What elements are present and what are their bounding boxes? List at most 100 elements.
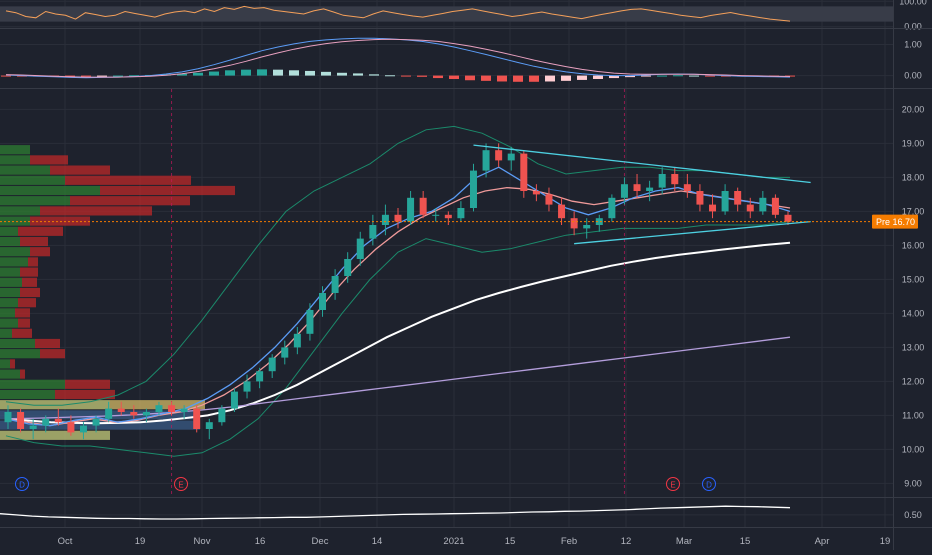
volume-profile-up-bar <box>0 175 65 185</box>
oscillator-y-tick-label: 0.00 <box>904 22 922 32</box>
macd-histogram-bar <box>129 75 139 77</box>
x-tick-label: 15 <box>505 536 516 547</box>
macd-histogram-bar <box>593 75 603 79</box>
candle-body <box>168 405 176 412</box>
volume-profile-up-bar <box>0 226 18 236</box>
x-tick-label: Apr <box>815 536 830 547</box>
macd-histogram-bar <box>97 75 107 77</box>
volume-profile-up-bar <box>0 389 55 400</box>
macd-histogram-bar <box>209 71 219 76</box>
candle-body <box>570 218 578 229</box>
volume-profile-down-bar <box>35 338 60 349</box>
macd-histogram-bar <box>497 75 507 82</box>
event-marker-label: E <box>670 481 675 490</box>
lower-indicator-line <box>0 505 791 520</box>
price-y-tick-label: 9.00 <box>904 478 922 488</box>
candle-body <box>520 153 528 191</box>
candle-body <box>268 357 276 372</box>
volume-profile-up-bar <box>0 216 30 226</box>
volume-profile-down-bar <box>70 196 190 206</box>
macd-histogram-bar <box>385 75 395 77</box>
price-y-tick-label: 17.00 <box>902 206 925 216</box>
candle-body <box>495 150 503 161</box>
volume-profile-up-bar <box>0 430 110 440</box>
macd-histogram-bar <box>289 70 299 76</box>
macd-histogram-bar <box>561 75 571 81</box>
macd-histogram-bar <box>689 75 699 77</box>
volume-profile-up-bar <box>0 359 10 369</box>
event-marker-dividend <box>15 477 29 491</box>
price-y-tick-label: 12.00 <box>902 376 925 386</box>
price-y-tick-label: 19.00 <box>902 138 925 148</box>
candle-body <box>419 197 427 215</box>
macd-histogram-bar <box>705 75 715 77</box>
price-y-tick-label: 11.00 <box>902 410 924 420</box>
volume-profile-up-bar <box>0 206 40 216</box>
x-tick-label: Dec <box>312 536 329 547</box>
macd-histogram-bar <box>193 72 203 76</box>
moving-average-line <box>5 186 791 427</box>
volume-profile-up-bar <box>0 236 20 247</box>
candle-body <box>683 184 691 191</box>
volume-profile-up-bar <box>0 379 65 389</box>
oscillator-line <box>5 5 791 22</box>
volume-profile-up-bar <box>0 165 50 175</box>
volume-profile-up-bar <box>0 257 28 267</box>
volume-profile-up-bar <box>0 308 15 318</box>
volume-profile-down-bar <box>40 349 65 359</box>
x-tick-label: 14 <box>372 536 383 547</box>
volume-profile-down-bar <box>100 185 235 196</box>
candle-body <box>482 150 490 171</box>
macd-histogram-bar <box>369 74 379 76</box>
volume-profile-down-bar <box>22 277 37 287</box>
volume-profile-up-bar <box>0 196 70 206</box>
macd-histogram-bar <box>545 75 555 82</box>
candle-body <box>256 371 264 382</box>
candle-body <box>381 214 389 225</box>
volume-profile-up-bar <box>0 338 35 349</box>
x-tick-label: 15 <box>740 536 751 547</box>
macd-histogram-bar <box>465 75 475 81</box>
volume-profile-up-bar <box>0 420 200 430</box>
price-y-tick-label: 14.00 <box>902 308 925 318</box>
volume-profile-up-bar <box>0 369 20 379</box>
candle-body <box>721 191 729 212</box>
volume-profile-down-bar <box>65 379 110 389</box>
candle-body <box>281 347 289 358</box>
event-marker-label: D <box>19 481 25 490</box>
candle-body <box>54 418 62 423</box>
x-tick-label: Nov <box>194 536 211 547</box>
volume-profile-down-bar <box>50 165 110 175</box>
oscillator-band <box>0 6 893 22</box>
volume-profile-down-bar <box>10 359 15 369</box>
candle-body <box>784 214 792 222</box>
candle-body <box>369 225 377 239</box>
volume-profile-down-bar <box>15 308 30 318</box>
macd-histogram-bar <box>65 75 75 77</box>
macd-histogram-bar <box>81 75 91 77</box>
candle-body <box>469 170 477 208</box>
candle-body <box>180 408 188 412</box>
candle-body <box>4 412 12 423</box>
price-y-tick-label: 15.00 <box>902 274 925 284</box>
macd-histogram-bar <box>433 75 443 79</box>
trendline <box>473 144 811 184</box>
candle-body <box>117 408 125 412</box>
macd-histogram-bar <box>257 69 267 76</box>
macd-histogram-bar <box>353 73 363 76</box>
pre-market-value: 16.70 <box>892 217 915 227</box>
lower-y-tick-label: 0.50 <box>904 510 922 520</box>
macd-histogram-bar <box>513 75 523 82</box>
candle-body <box>17 412 25 429</box>
macd-histogram-bar <box>225 70 235 76</box>
candle-body <box>457 208 465 219</box>
volume-profile-down-bar <box>20 267 38 277</box>
volume-profile-up-bar <box>0 318 18 328</box>
candle-body <box>746 204 754 212</box>
macd-histogram-bar <box>641 75 651 77</box>
volume-profile-down-bar <box>20 369 25 379</box>
x-tick-label: 19 <box>135 536 146 547</box>
